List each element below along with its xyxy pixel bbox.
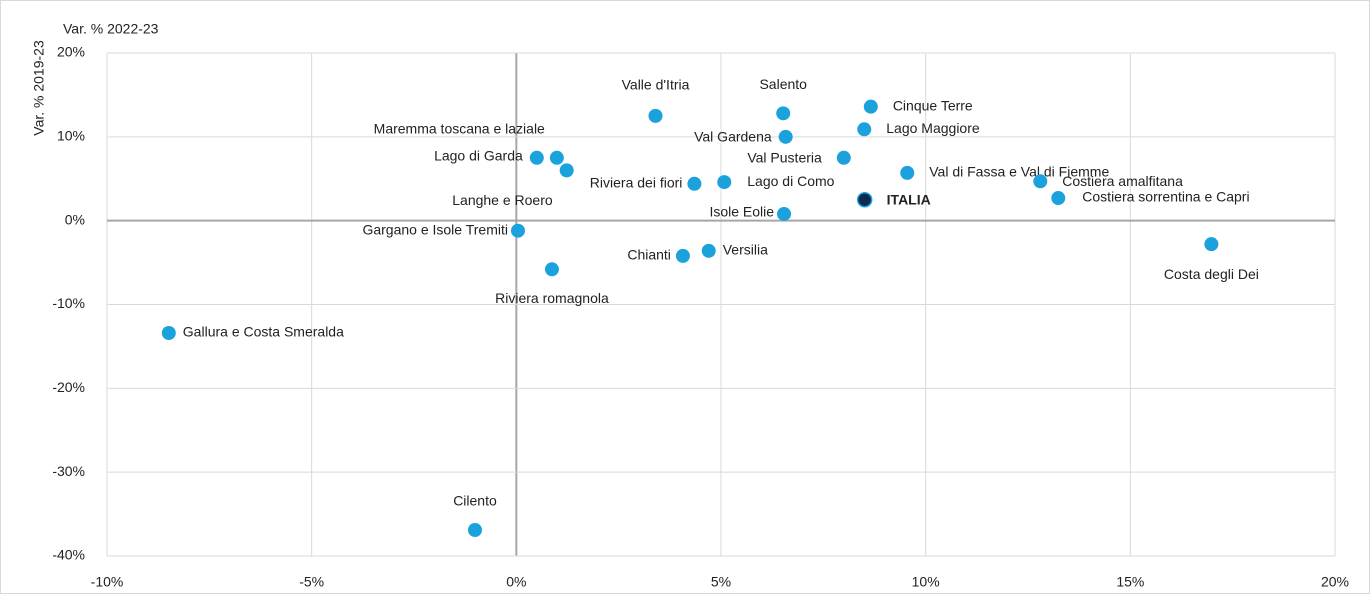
point [857, 122, 872, 137]
x-tick-label: -10% [91, 574, 124, 590]
y-axis-title: Var. % 2019-23 [31, 40, 47, 136]
point-label: Riviera dei fiori [590, 174, 683, 190]
x-tick-label: 5% [711, 574, 731, 590]
point-label: Riviera romagnola [495, 290, 609, 306]
point [1051, 191, 1066, 206]
y-tick-label: 10% [57, 128, 85, 144]
y-tick-label: -30% [52, 463, 85, 479]
y-tick-label: -40% [52, 547, 85, 563]
x-tick-label: 0% [506, 574, 526, 590]
point [549, 150, 564, 165]
point-label: Langhe e Roero [452, 192, 553, 208]
point [863, 99, 878, 114]
y-tick-label: -20% [52, 379, 85, 395]
x-axis-title: Var. % 2022-23 [63, 21, 159, 37]
point-label: Gallura e Costa Smeralda [183, 324, 344, 340]
x-tick-label: 15% [1116, 574, 1144, 590]
point-label: Val Gardena [694, 129, 772, 145]
y-tick-label: 20% [57, 44, 85, 60]
x-tick-label: -5% [299, 574, 324, 590]
point [776, 106, 791, 121]
point-label: Chianti [627, 247, 671, 263]
point-label: Salento [759, 76, 807, 92]
point [529, 150, 544, 165]
point-label: Lago Maggiore [886, 120, 980, 136]
point [559, 163, 574, 178]
point [1033, 174, 1048, 189]
point [778, 129, 793, 144]
point-label: Cilento [453, 493, 497, 509]
point [161, 326, 176, 341]
x-tick-label: 10% [912, 574, 940, 590]
point-label: Val di Fassa e Val di Fiemme [929, 164, 1109, 180]
point-label: Costiera amalfitana [1062, 173, 1183, 189]
point-label: Isole Eolie [709, 204, 774, 220]
point-label: Versilia [723, 242, 768, 258]
point-label: Cinque Terre [893, 97, 973, 113]
point-label: Gargano e Isole Tremiti [362, 221, 508, 237]
point-label: Lago di Garda [434, 147, 523, 163]
point [510, 223, 525, 238]
x-tick-label: 20% [1321, 574, 1349, 590]
point-label: Lago di Como [747, 173, 834, 189]
point [467, 523, 482, 538]
point [1204, 237, 1219, 252]
point [856, 191, 873, 208]
point-label: Costa degli Dei [1164, 266, 1259, 282]
point [836, 150, 851, 165]
point-label: Maremma toscana e laziale [374, 120, 545, 136]
y-tick-label: -10% [52, 295, 85, 311]
point [900, 165, 915, 180]
point [544, 262, 559, 277]
point [648, 108, 663, 123]
point-label: Val Pusteria [747, 149, 822, 165]
point-label: Valle d'Itria [622, 77, 690, 93]
point-label: ITALIA [887, 191, 931, 207]
point [777, 206, 792, 221]
point [717, 175, 732, 190]
point-label: Costiera sorrentina e Capri [1082, 189, 1249, 205]
point [701, 243, 716, 258]
y-tick-label: 0% [65, 211, 85, 227]
point [687, 176, 702, 191]
point [675, 248, 690, 263]
